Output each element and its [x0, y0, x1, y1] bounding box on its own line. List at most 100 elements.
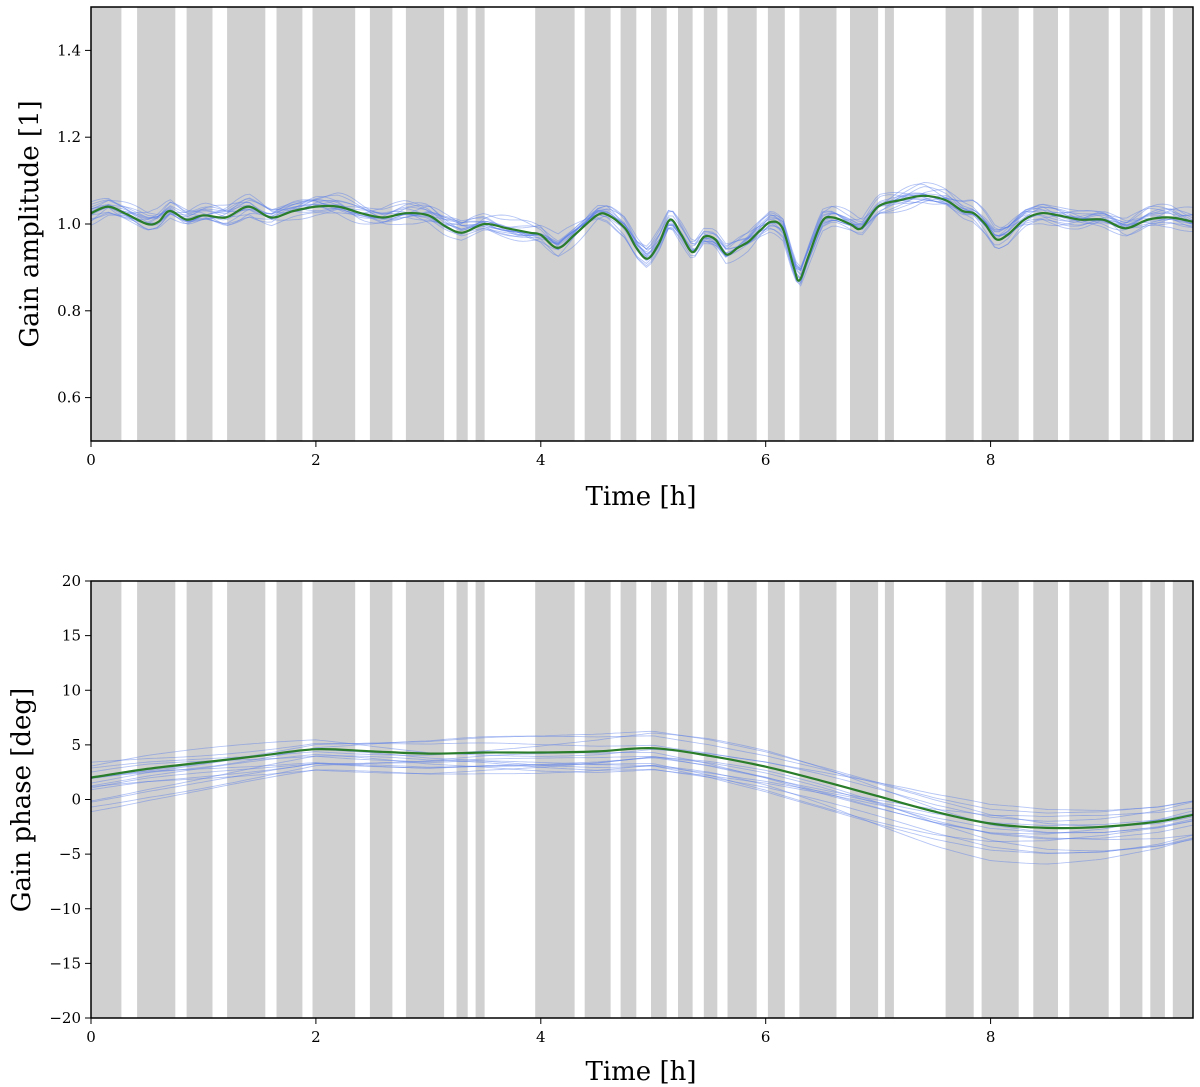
mean-curve	[90, 746, 1194, 830]
mean-curve-group	[90, 194, 1194, 282]
y-axis-label: Gain amplitude [1]	[15, 100, 45, 347]
sample-curve	[90, 742, 1194, 811]
sample-curve	[90, 193, 1194, 283]
flagged-interval	[369, 7, 393, 441]
flagged-interval	[651, 7, 667, 441]
flagged-interval	[1119, 581, 1143, 1018]
sample-curve	[90, 757, 1194, 835]
y-tick-label: 10	[62, 681, 81, 699]
flagged-interval	[475, 581, 485, 1018]
y-tick-label: −10	[49, 900, 81, 918]
mean-curve-group	[90, 746, 1194, 830]
flagged-interval	[456, 7, 468, 441]
flagged-interval	[850, 581, 879, 1018]
flagged-interval	[227, 7, 266, 441]
x-axis-ticks: 0 2 4 6 8	[86, 1018, 995, 1046]
flagged-interval	[1069, 581, 1109, 1018]
flagged-interval	[727, 581, 757, 1018]
flagged-interval	[678, 581, 693, 1018]
y-axis-ticks: −20 −15 −10 −5 0 5 10 15 20	[49, 572, 91, 1027]
sample-curve	[90, 756, 1194, 852]
y-tick-label: 15	[62, 627, 81, 645]
flagged-interval	[1172, 581, 1193, 1018]
sample-curve	[90, 765, 1194, 865]
sample-curve	[90, 755, 1194, 854]
sample-curve	[90, 194, 1194, 272]
x-tick-label: 2	[311, 1028, 321, 1046]
x-tick-label: 0	[86, 1028, 96, 1046]
flagged-interval	[1150, 581, 1165, 1018]
flagged-interval	[620, 581, 637, 1018]
flagged-interval	[276, 581, 303, 1018]
phase-panel: 0 2 4 6 8 −20 −15 −10 −5 0 5 10 15 20 Time [h] Gain …	[7, 572, 1194, 1087]
flagged-interval	[1033, 7, 1058, 441]
flagged-interval	[620, 7, 637, 441]
flagged-interval	[767, 7, 785, 441]
x-tick-label: 4	[536, 1028, 546, 1046]
x-axis-ticks: 0 2 4 6 8	[86, 441, 995, 469]
flagged-interval	[137, 581, 176, 1018]
y-tick-label: 1.0	[57, 215, 81, 233]
flagged-interval	[945, 581, 974, 1018]
flagged-interval	[727, 7, 757, 441]
flagged-interval	[312, 7, 356, 441]
sample-curve	[90, 192, 1194, 270]
sample-curve	[90, 193, 1194, 287]
flagged-interval	[767, 581, 785, 1018]
y-tick-label: −15	[49, 954, 81, 972]
flagged-interval	[312, 581, 356, 1018]
y-tick-label: 20	[62, 572, 81, 590]
x-tick-label: 6	[761, 451, 771, 469]
y-tick-label: 5	[71, 736, 81, 754]
flagged-interval	[799, 7, 837, 441]
y-tick-label: −20	[49, 1009, 81, 1027]
flagged-interval	[186, 7, 213, 441]
flagged-interval	[678, 7, 693, 441]
sample-curve	[90, 195, 1194, 270]
flagged-interval	[276, 7, 303, 441]
flagged-intervals	[91, 581, 1193, 1018]
flagged-interval	[945, 7, 974, 441]
flagged-interval	[535, 581, 575, 1018]
flagged-interval	[981, 581, 1019, 1018]
flagged-interval	[227, 581, 266, 1018]
sample-curve	[90, 730, 1194, 814]
sample-curve	[90, 735, 1194, 827]
y-tick-label: 1.4	[57, 41, 81, 59]
flagged-interval	[799, 581, 837, 1018]
x-axis-label: Time [h]	[586, 482, 697, 512]
y-tick-label: 0.6	[57, 389, 81, 407]
flagged-interval	[1033, 581, 1058, 1018]
flagged-interval	[1119, 7, 1143, 441]
flagged-interval	[535, 7, 575, 441]
x-axis-label: Time [h]	[586, 1057, 697, 1087]
sample-curve	[90, 182, 1194, 271]
flagged-interval	[703, 7, 718, 441]
x-tick-label: 8	[986, 1028, 996, 1046]
flagged-interval	[456, 581, 468, 1018]
sample-curve	[90, 192, 1193, 280]
flagged-interval	[884, 7, 894, 441]
flagged-interval	[584, 7, 611, 441]
x-tick-label: 6	[761, 1028, 771, 1046]
x-tick-label: 4	[536, 451, 546, 469]
flagged-interval	[405, 7, 445, 441]
x-tick-label: 0	[86, 451, 96, 469]
sample-curve	[90, 751, 1194, 841]
flagged-interval	[1172, 7, 1193, 441]
y-tick-label: 0	[71, 791, 81, 809]
y-axis-label: Gain phase [deg]	[7, 688, 37, 912]
flagged-interval	[1069, 7, 1109, 441]
y-axis-ticks: 0.6 0.8 1.0 1.2 1.4	[57, 41, 91, 407]
sample-curve	[90, 739, 1194, 822]
flagged-interval	[475, 7, 485, 441]
sample-curve	[90, 753, 1194, 834]
flagged-interval	[981, 7, 1019, 441]
flagged-interval	[405, 581, 445, 1018]
flagged-interval	[584, 581, 611, 1018]
flagged-intervals	[91, 7, 1193, 441]
flagged-interval	[186, 581, 213, 1018]
sample-curve	[90, 199, 1194, 271]
sample-curve	[90, 763, 1194, 843]
